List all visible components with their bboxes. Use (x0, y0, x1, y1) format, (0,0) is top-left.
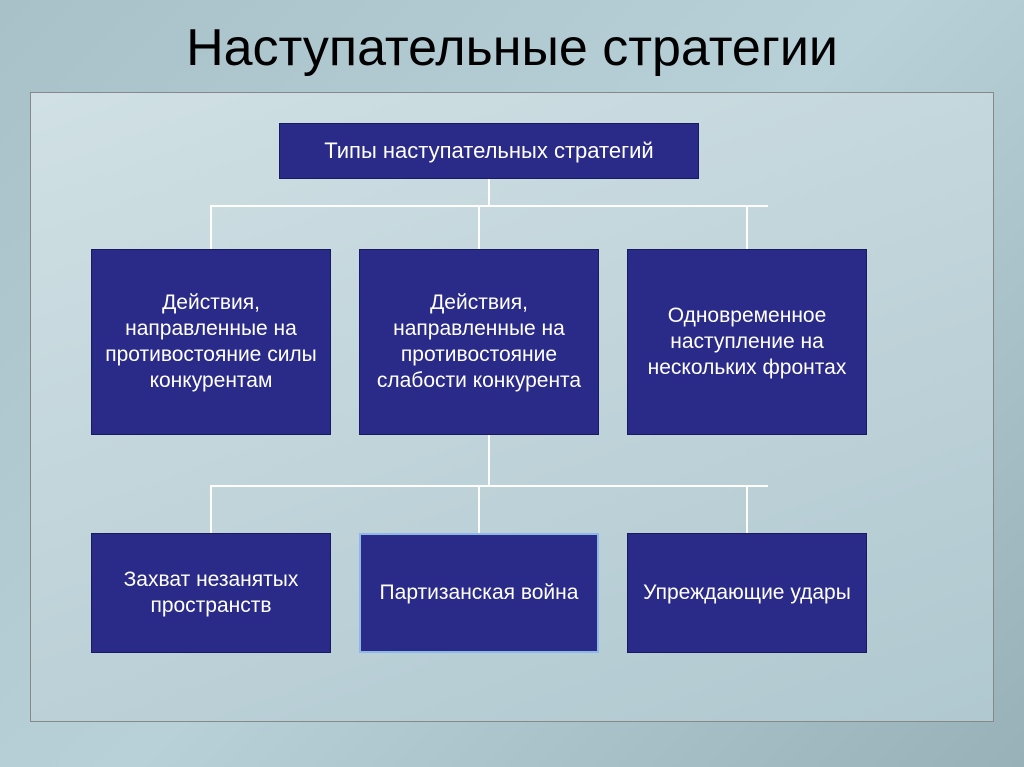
connector (746, 205, 748, 251)
connector (210, 485, 768, 487)
connector (210, 205, 212, 251)
connector (210, 485, 212, 533)
connector (210, 205, 768, 207)
node-middle-2: Действия, направленные на противостояние… (359, 249, 599, 435)
node-middle-1: Действия, направленные на противостояние… (91, 249, 331, 435)
connector (478, 205, 480, 251)
diagram-panel: Типы наступательных стратегий Действия, … (30, 92, 994, 722)
slide-title: Наступательные стратегии (0, 0, 1024, 92)
connector (746, 485, 748, 533)
node-middle-3: Одновременное наступление на нескольких … (627, 249, 867, 435)
connector (488, 435, 490, 487)
node-bottom-2: Партизанская война (359, 533, 599, 653)
connector (488, 179, 490, 207)
node-bottom-1: Захват незанятых пространств (91, 533, 331, 653)
node-bottom-3: Упреждающие удары (627, 533, 867, 653)
node-root: Типы наступательных стратегий (279, 123, 699, 179)
connector (478, 485, 480, 533)
